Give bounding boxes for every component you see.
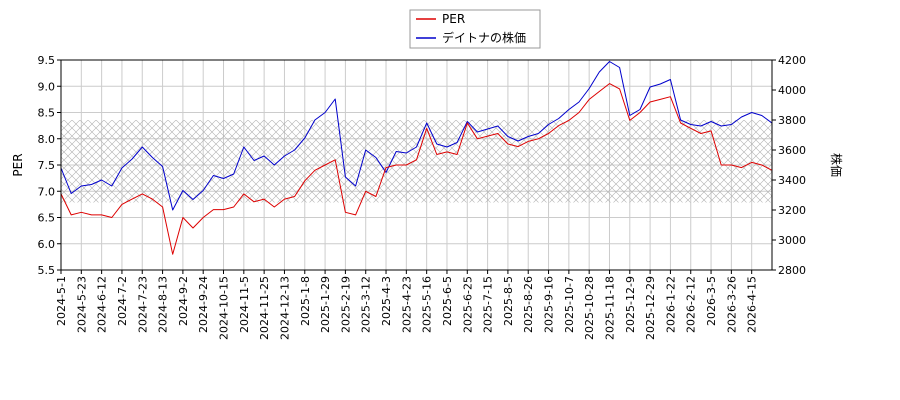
series-line-per <box>60 83 773 255</box>
x-tick-label: 2025-1-29 <box>319 276 332 333</box>
x-tick-label: 2026-3-26 <box>725 276 738 333</box>
x-tick-label: 2026-3-5 <box>705 276 718 326</box>
x-tick-label: 2024-9-24 <box>197 276 210 333</box>
x-tick-label: 2024-12-13 <box>278 276 291 340</box>
x-tick-label: 2025-11-18 <box>603 276 616 340</box>
x-tick-label: 2025-6-25 <box>461 276 474 333</box>
hatch-band <box>61 120 772 203</box>
series-lines <box>60 61 773 255</box>
x-tick-label: 2025-9-16 <box>543 276 556 333</box>
legend-box <box>409 9 541 49</box>
x-tick-label: 2025-8-5 <box>502 276 515 326</box>
y-tick-label-right: 2800 <box>778 264 806 277</box>
y-tick-label-left: 6.0 <box>38 238 56 251</box>
y-tick-label-left: 9.5 <box>38 54 56 67</box>
y-tick-label-right: 3000 <box>778 234 806 247</box>
x-tick-label: 2026-2-12 <box>685 276 698 333</box>
x-tick-label: 2025-3-12 <box>360 276 373 333</box>
x-tick-label: 2024-9-2 <box>177 276 190 326</box>
x-tick-label: 2025-12-9 <box>624 276 637 333</box>
x-tick-label: 2025-7-15 <box>482 276 495 333</box>
y-tick-label-left: 9.0 <box>38 80 56 93</box>
x-tick-label: 2024-6-12 <box>96 276 109 333</box>
y-tick-label-right: 3400 <box>778 174 806 187</box>
x-tick-label: 2025-4-23 <box>400 276 413 333</box>
y-tick-label-right: 4000 <box>778 84 806 97</box>
series-line-price <box>60 61 773 211</box>
y-tick-label-left: 7.5 <box>38 159 56 172</box>
y-tick-label-right: 3200 <box>778 204 806 217</box>
x-ticks: 2024-5-1 2024-5-23 2024-6-12 2024-7-2 2024-7… <box>55 270 759 340</box>
x-tick-label: 2024-10-15 <box>218 276 231 340</box>
x-tick-label: 2025-1-8 <box>299 276 312 326</box>
x-tick-label: 2025-10-7 <box>563 276 576 333</box>
x-tick-label: 2024-11-25 <box>258 276 271 340</box>
y-tick-label-left: 6.5 <box>38 212 56 225</box>
y-tick-label-left: 8.0 <box>38 133 56 146</box>
x-tick-label: 2024-11-5 <box>238 276 251 333</box>
x-tick-label: 2024-8-13 <box>157 276 170 333</box>
y-tick-label-left: 5.5 <box>38 264 56 277</box>
y-tick-label-left: 7.0 <box>38 185 56 198</box>
y-tick-label-left: 8.5 <box>38 107 56 120</box>
x-tick-label: 2025-2-19 <box>339 276 352 333</box>
x-tick-label: 2024-7-23 <box>136 276 149 333</box>
x-tick-label: 2025-5-16 <box>421 276 434 333</box>
y-tick-label-right: 3800 <box>778 114 806 127</box>
x-tick-label: 2025-4-3 <box>380 276 393 326</box>
legend-label-per: PER <box>442 12 465 26</box>
x-tick-label: 2024-7-2 <box>116 276 129 326</box>
legend-label-price: デイトナの株価 <box>442 30 526 45</box>
x-tick-label: 2025-10-28 <box>583 276 596 340</box>
x-tick-label: 2026-1-22 <box>664 276 677 333</box>
y-tick-label-right: 3600 <box>778 144 806 157</box>
legend: PER デイトナの株価 <box>409 9 541 49</box>
x-tick-label: 2024-5-23 <box>75 276 88 333</box>
x-tick-label: 2025-8-26 <box>522 276 535 333</box>
y-ticks-right: 2800 3000 3200 3400 3600 3800 4000 4200 <box>772 54 806 277</box>
y-axis-label-left: PER <box>11 153 25 176</box>
x-tick-label: 2025-6-5 <box>441 276 454 326</box>
x-tick-label: 2025-12-29 <box>644 276 657 340</box>
y-ticks-left: 5.5 6.0 6.5 7.0 7.5 8.0 8.5 9.0 9.5 <box>38 54 61 277</box>
x-tick-label: 2024-5-1 <box>55 276 68 326</box>
y-tick-label-right: 4200 <box>778 54 806 67</box>
y-axis-label-right: 株価 <box>829 153 844 177</box>
x-tick-label: 2026-4-15 <box>746 276 759 333</box>
